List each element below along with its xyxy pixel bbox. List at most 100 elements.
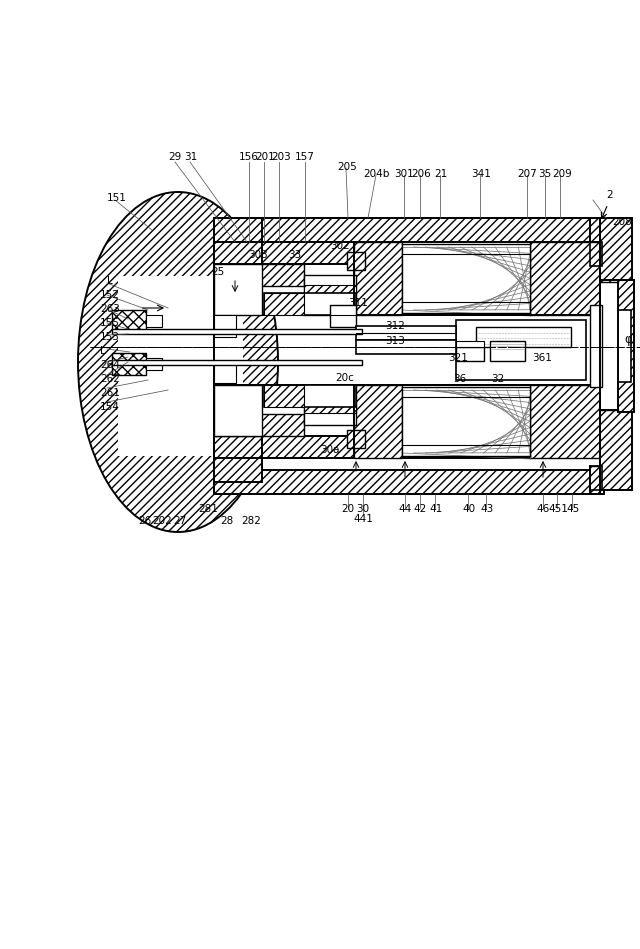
Text: 441: 441 <box>353 514 373 524</box>
Text: 31: 31 <box>184 152 198 162</box>
Bar <box>590 242 602 266</box>
Text: 204b: 204b <box>363 169 389 179</box>
Bar <box>600 218 632 490</box>
Bar <box>112 329 362 334</box>
Text: 302: 302 <box>330 241 350 251</box>
Text: 36: 36 <box>453 374 467 384</box>
Text: 42: 42 <box>413 504 427 514</box>
Ellipse shape <box>78 192 278 532</box>
Bar <box>601 282 618 410</box>
Bar <box>214 385 356 436</box>
Bar <box>530 385 602 458</box>
Bar <box>214 414 304 436</box>
Bar <box>530 242 602 315</box>
Text: 201: 201 <box>255 152 275 162</box>
Bar <box>618 280 634 412</box>
Text: 282: 282 <box>241 516 261 526</box>
Text: 46: 46 <box>536 504 550 514</box>
Bar <box>347 430 365 448</box>
Text: 209: 209 <box>552 169 572 179</box>
Text: 154: 154 <box>100 402 120 412</box>
Text: 262: 262 <box>100 374 120 384</box>
Bar <box>304 285 356 303</box>
Text: 43: 43 <box>481 504 493 514</box>
Bar <box>264 385 304 407</box>
Text: 30a: 30a <box>320 445 340 455</box>
Text: 153: 153 <box>100 332 120 342</box>
Text: 41: 41 <box>429 504 443 514</box>
Text: 30: 30 <box>356 504 369 514</box>
Bar <box>590 466 602 490</box>
Bar <box>304 275 356 315</box>
Bar <box>146 358 162 370</box>
Text: 321: 321 <box>448 353 468 363</box>
Text: 261: 261 <box>100 388 120 398</box>
Bar <box>214 242 356 264</box>
Bar <box>264 385 356 407</box>
Text: 205: 205 <box>337 162 357 172</box>
Text: 33: 33 <box>289 250 301 260</box>
Text: φ: φ <box>624 333 632 346</box>
Bar <box>456 341 484 347</box>
Text: 207: 207 <box>517 169 537 179</box>
Bar <box>354 385 402 458</box>
Text: 313: 313 <box>385 336 405 346</box>
Bar <box>490 341 525 361</box>
Text: 451: 451 <box>548 504 568 514</box>
Bar <box>304 395 356 413</box>
Text: 206: 206 <box>411 169 431 179</box>
Text: 263: 263 <box>100 304 120 314</box>
Text: L: L <box>107 276 113 286</box>
Text: 303: 303 <box>248 250 268 260</box>
Text: 341: 341 <box>471 169 491 179</box>
Bar <box>356 340 456 354</box>
Bar <box>476 327 571 347</box>
Bar <box>356 326 456 340</box>
Bar <box>601 310 631 382</box>
Bar <box>354 242 602 315</box>
Text: 35: 35 <box>538 169 552 179</box>
Text: 26: 26 <box>138 516 152 526</box>
Text: 281: 281 <box>198 504 218 514</box>
Bar <box>590 305 602 387</box>
Bar <box>456 320 586 380</box>
Text: 311: 311 <box>348 298 368 308</box>
Text: 156: 156 <box>239 152 259 162</box>
Bar <box>214 361 236 383</box>
Text: 21: 21 <box>435 169 447 179</box>
Text: 32: 32 <box>492 374 504 384</box>
Bar <box>146 315 162 327</box>
Bar <box>402 244 530 313</box>
Bar <box>214 264 262 315</box>
Text: 29: 29 <box>168 152 182 162</box>
Text: 301: 301 <box>394 169 414 179</box>
Bar <box>214 385 262 436</box>
Text: 361: 361 <box>532 353 552 363</box>
Bar <box>214 470 604 494</box>
Text: 27: 27 <box>173 516 187 526</box>
Bar <box>402 387 530 456</box>
Text: 28: 28 <box>220 516 234 526</box>
Text: 44: 44 <box>398 504 412 514</box>
Text: 152: 152 <box>100 290 120 300</box>
Text: 155: 155 <box>100 318 120 328</box>
Text: 208: 208 <box>612 217 632 227</box>
Bar <box>347 252 365 270</box>
Text: 20: 20 <box>341 504 355 514</box>
Bar <box>112 353 146 375</box>
Text: 151: 151 <box>107 193 127 203</box>
Text: 45: 45 <box>566 504 580 514</box>
Bar <box>214 436 356 458</box>
Text: 40: 40 <box>463 504 476 514</box>
Bar <box>214 436 262 482</box>
Bar <box>456 347 484 361</box>
Bar <box>214 218 262 264</box>
Bar <box>112 310 146 332</box>
Text: 203: 203 <box>271 152 291 162</box>
Bar <box>304 385 356 425</box>
Bar <box>264 293 304 315</box>
Bar <box>330 305 356 327</box>
Bar <box>354 385 602 458</box>
Bar <box>354 242 402 315</box>
Text: 25: 25 <box>211 267 225 277</box>
